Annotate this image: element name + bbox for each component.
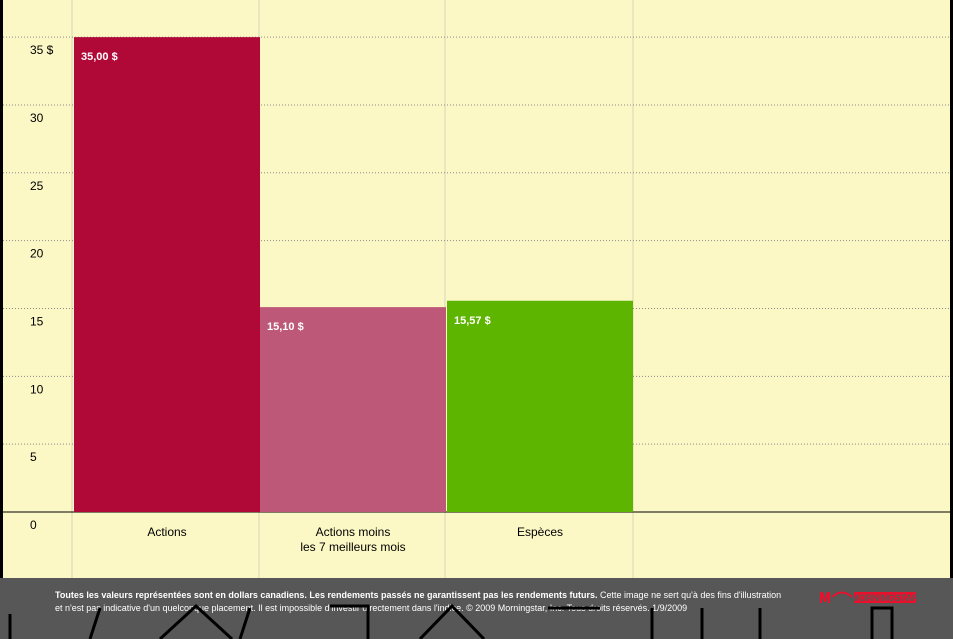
x-category-label: Espèces (517, 525, 563, 539)
bar (74, 37, 260, 513)
x-category-label: les 7 meilleurs mois (300, 540, 405, 554)
bar-value-label: 35,00 $ (81, 51, 118, 63)
bar-value-label: 15,57 $ (454, 315, 491, 327)
logo-wordmark: MORNINGSTAR (851, 593, 918, 603)
y-tick-label: 35 $ (30, 43, 54, 57)
value-labels: 35,00 $ 15,10 $ 15,57 $ (81, 51, 491, 333)
overlay-outline-graphic (8, 603, 894, 639)
y-tick-label: 0 (30, 518, 37, 532)
y-tick-label: 10 (30, 382, 44, 396)
bar-chart: 0 5 10 15 20 25 30 35 $ Actions Actions moinsles… (0, 0, 953, 578)
x-category-label: Actions moins (316, 525, 391, 539)
footer-disclaimer: Toutes les valeurs représentées sont en … (0, 578, 953, 639)
y-axis: 0 5 10 15 20 25 30 35 $ (30, 43, 54, 532)
bars (74, 37, 633, 513)
bar-value-label: 15,10 $ (267, 321, 304, 333)
y-tick-label: 25 (30, 179, 44, 193)
y-tick-label: 15 (30, 314, 44, 328)
disclaimer-text: Toutes les valeurs représentées sont en … (55, 589, 785, 615)
disclaimer-bold: Toutes les valeurs représentées sont en … (55, 590, 598, 600)
bar (260, 307, 446, 512)
y-tick-label: 5 (30, 450, 37, 464)
y-tick-label: 20 (30, 247, 44, 261)
x-category-label: Actions (147, 525, 186, 539)
disclaimer-regular: Cette image ne sert qu'à des fins d'illu… (55, 590, 782, 613)
bar (447, 300, 633, 512)
y-tick-label: 30 (30, 111, 44, 125)
right-frame-border (950, 0, 953, 578)
morningstar-logo-icon: MORNINGSTAR (820, 591, 918, 603)
left-frame-border (0, 0, 3, 578)
